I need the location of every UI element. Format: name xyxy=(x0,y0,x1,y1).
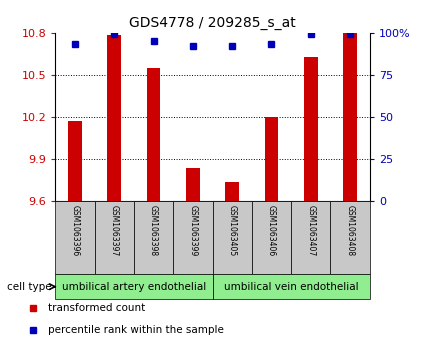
Bar xyxy=(265,117,278,201)
Text: GSM1063396: GSM1063396 xyxy=(71,205,79,256)
Bar xyxy=(304,57,317,201)
Bar xyxy=(331,201,370,274)
Bar xyxy=(252,201,291,274)
Bar xyxy=(108,36,121,201)
Bar xyxy=(186,168,200,201)
Text: GSM1063408: GSM1063408 xyxy=(346,205,354,256)
Text: GSM1063399: GSM1063399 xyxy=(188,205,197,256)
Text: GSM1063397: GSM1063397 xyxy=(110,205,119,256)
Bar xyxy=(343,33,357,201)
Bar xyxy=(291,201,331,274)
Text: GSM1063398: GSM1063398 xyxy=(149,205,158,256)
Text: umbilical artery endothelial: umbilical artery endothelial xyxy=(62,282,206,292)
Bar xyxy=(225,182,239,201)
Title: GDS4778 / 209285_s_at: GDS4778 / 209285_s_at xyxy=(129,16,296,30)
Bar xyxy=(212,274,370,299)
Bar xyxy=(55,201,94,274)
Text: GSM1063406: GSM1063406 xyxy=(267,205,276,256)
Bar xyxy=(94,201,134,274)
Bar xyxy=(147,68,160,201)
Bar xyxy=(55,274,212,299)
Text: transformed count: transformed count xyxy=(48,303,145,314)
Text: cell type: cell type xyxy=(8,282,52,292)
Bar xyxy=(134,201,173,274)
Text: umbilical vein endothelial: umbilical vein endothelial xyxy=(224,282,358,292)
Text: GSM1063407: GSM1063407 xyxy=(306,205,315,256)
Bar xyxy=(173,201,212,274)
Text: GSM1063405: GSM1063405 xyxy=(228,205,237,256)
Bar xyxy=(68,121,82,201)
Bar xyxy=(212,201,252,274)
Text: percentile rank within the sample: percentile rank within the sample xyxy=(48,325,224,335)
